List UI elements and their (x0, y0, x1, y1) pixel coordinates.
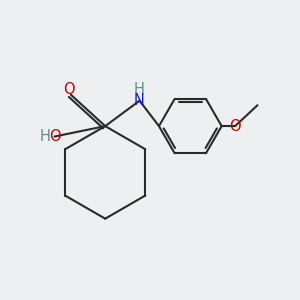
Text: O: O (229, 118, 241, 134)
Text: H: H (134, 82, 145, 97)
Text: N: N (134, 93, 145, 108)
Text: H: H (40, 129, 50, 144)
Text: O: O (64, 82, 75, 97)
Text: O: O (49, 129, 60, 144)
